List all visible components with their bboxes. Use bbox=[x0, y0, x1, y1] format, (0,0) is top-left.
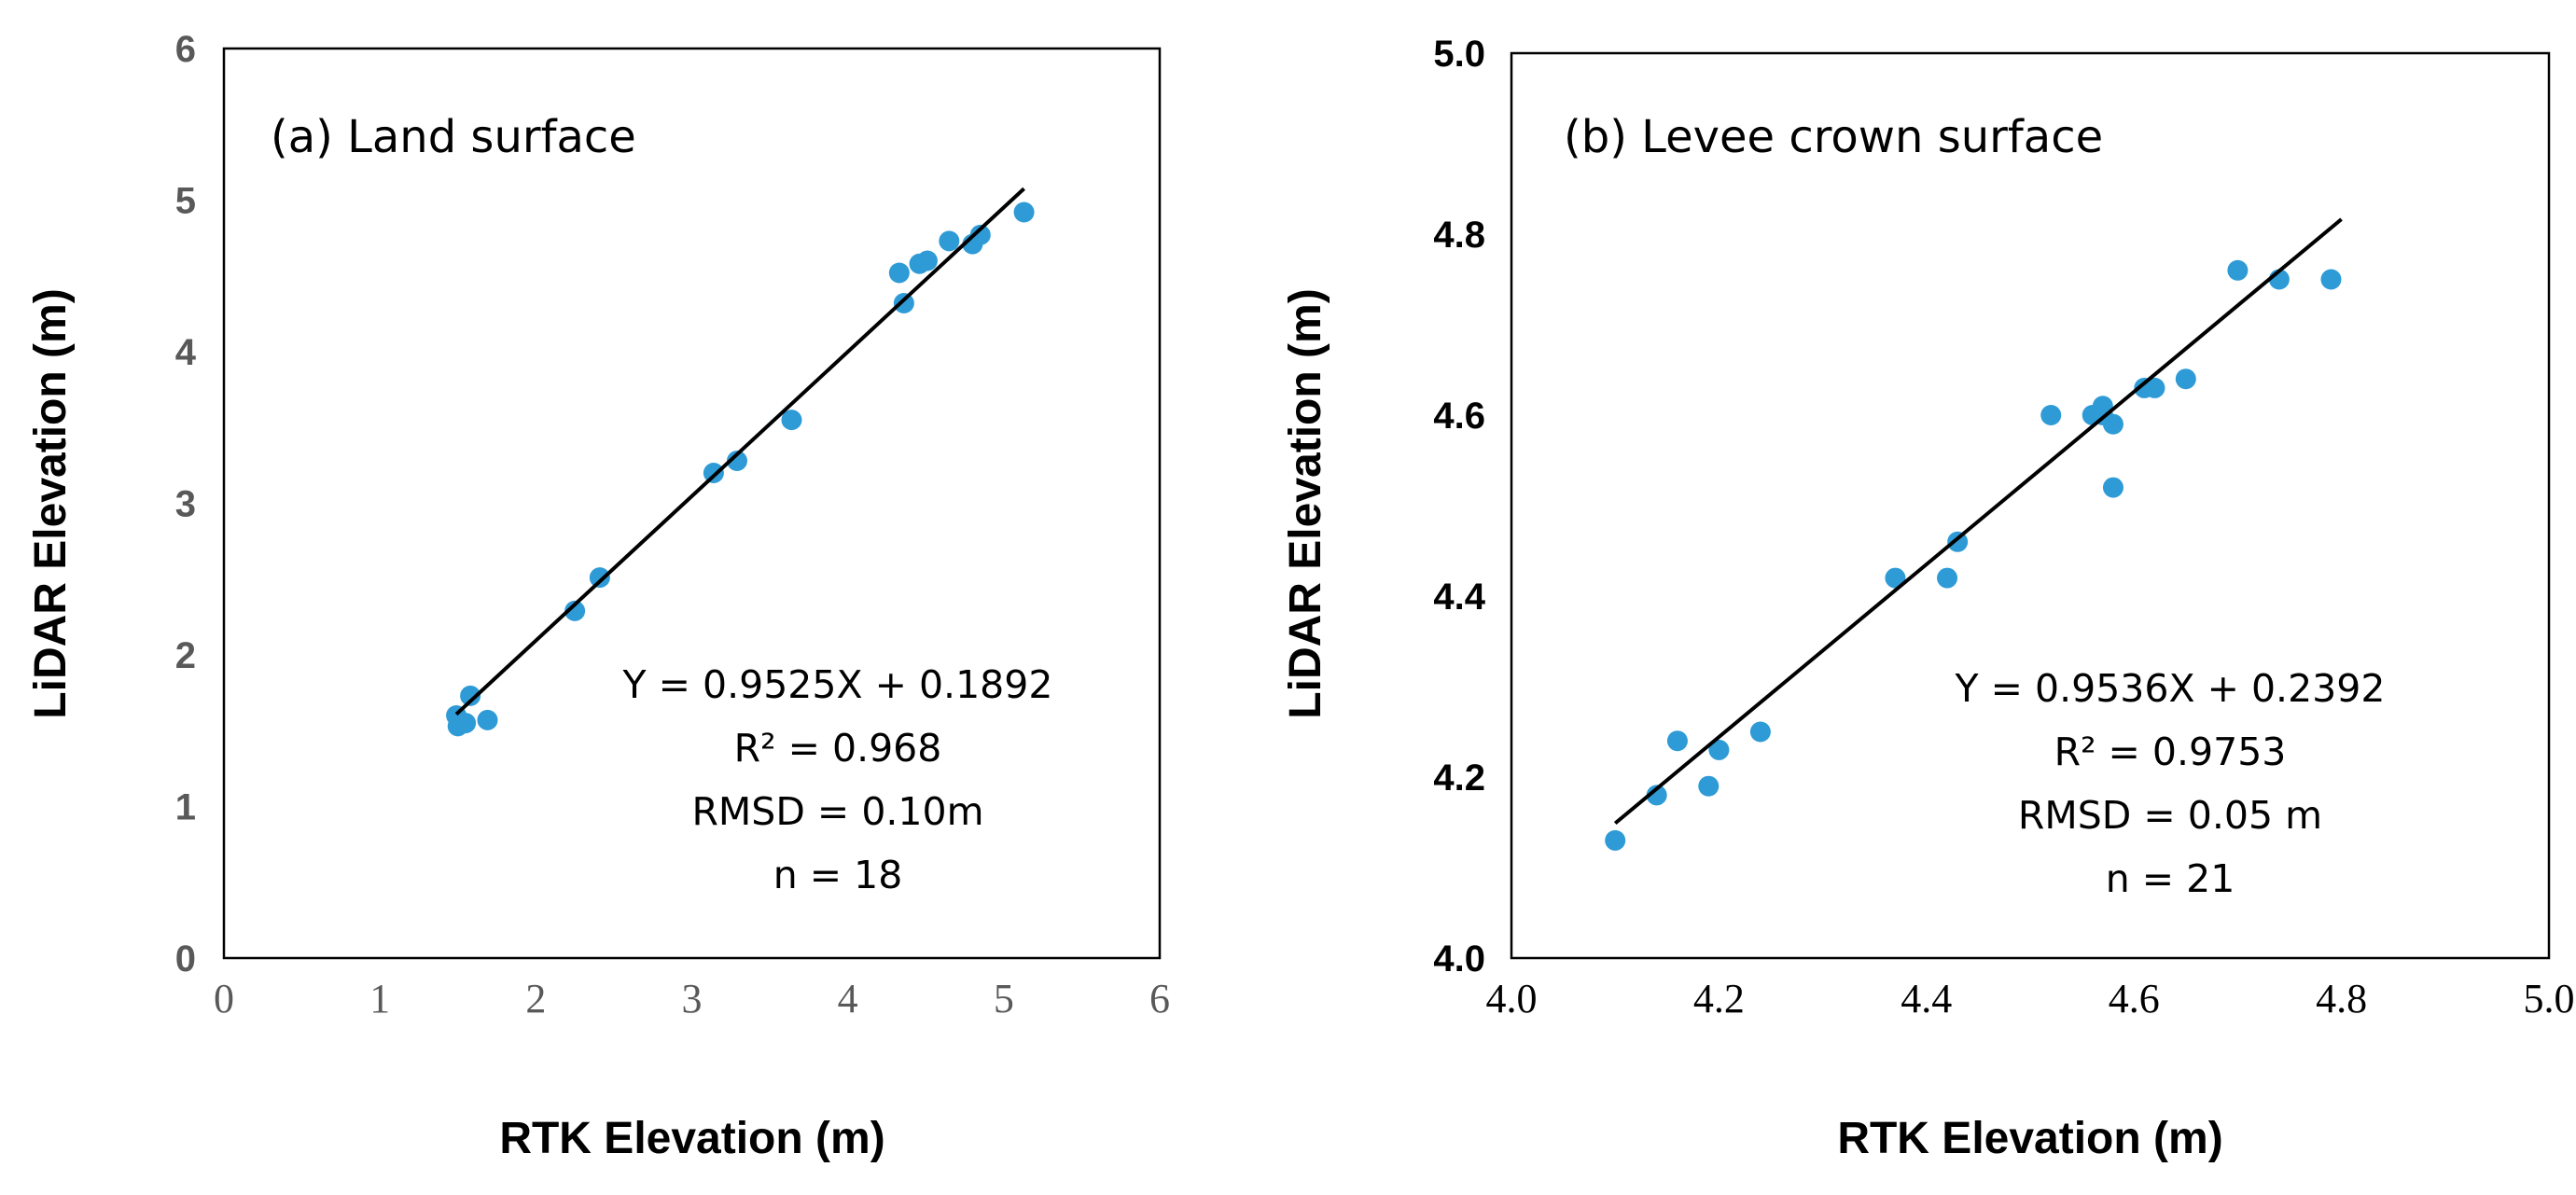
y-tick-label-a: 3 bbox=[175, 484, 196, 525]
x-tick-label-a: 0 bbox=[214, 976, 234, 1021]
x-axis-title-b: RTK Elevation (m) bbox=[1837, 1114, 2222, 1163]
plot-area-frame-b bbox=[1510, 51, 2551, 960]
panel-b: (b) Levee crown surface 4.0 4.2 4.4 4.6 4.8 5… bbox=[1281, 34, 2575, 1163]
data-point-b bbox=[1885, 567, 1906, 589]
data-point-b bbox=[1947, 531, 1969, 552]
data-point-b bbox=[2175, 368, 2196, 390]
regression-equation-b: Y = 0.9536X + 0.2392 bbox=[1955, 666, 2386, 711]
x-tick-label-b: 4.8 bbox=[2316, 976, 2367, 1021]
data-point-a bbox=[969, 224, 991, 245]
data-point-a bbox=[477, 709, 498, 730]
y-tick-label-a: 4 bbox=[175, 332, 197, 373]
data-point-a bbox=[703, 463, 724, 483]
regression-line-b bbox=[1613, 217, 2343, 826]
data-point-a bbox=[589, 567, 610, 589]
data-point-b bbox=[2102, 413, 2123, 435]
r-squared-b: R² = 0.9753 bbox=[2054, 730, 2287, 774]
data-point-b bbox=[1666, 730, 1688, 752]
y-tick-label-b: 4.4 bbox=[1433, 577, 1485, 618]
x-axis-title-a: RTK Elevation (m) bbox=[499, 1114, 884, 1163]
data-point-a bbox=[564, 600, 586, 621]
x-tick-label-b: 5.0 bbox=[2524, 976, 2575, 1021]
y-tick-label-a: 6 bbox=[175, 29, 196, 70]
y-tick-label-a: 2 bbox=[175, 635, 196, 676]
stats-box-a: Y = 0.9525X + 0.1892 R² = 0.968 RMSD = 0… bbox=[622, 662, 1053, 897]
data-point-a bbox=[781, 410, 802, 431]
x-tick-label-b: 4.6 bbox=[2109, 976, 2160, 1021]
sample-count-b: n = 21 bbox=[2106, 856, 2235, 901]
y-axis-title-b: LiDAR Elevation (m) bbox=[1281, 288, 1330, 718]
regression-equation-a: Y = 0.9525X + 0.1892 bbox=[622, 662, 1053, 707]
x-tick-label-a: 1 bbox=[369, 976, 390, 1021]
plot-area-frame-a bbox=[222, 47, 1162, 960]
regression-line-a bbox=[454, 187, 1025, 716]
x-tick-label-b: 4.0 bbox=[1486, 976, 1538, 1021]
data-point-b bbox=[1646, 785, 1667, 806]
data-point-a bbox=[726, 451, 747, 471]
data-point-a bbox=[1013, 201, 1035, 223]
data-point-a bbox=[939, 230, 960, 252]
data-point-a bbox=[455, 713, 477, 734]
stats-box-b: Y = 0.9536X + 0.2392 R² = 0.9753 RMSD = … bbox=[1955, 666, 2386, 901]
data-point-a bbox=[888, 262, 910, 284]
x-tick-label-b: 4.4 bbox=[1901, 976, 1952, 1021]
y-axis-title-a: LiDAR Elevation (m) bbox=[26, 288, 76, 718]
y-tick-label-a: 5 bbox=[175, 181, 196, 222]
x-tick-label-a: 5 bbox=[994, 976, 1014, 1021]
data-point-b bbox=[2144, 377, 2165, 398]
x-tick-label-a: 3 bbox=[682, 976, 703, 1021]
data-point-b bbox=[1698, 775, 1720, 797]
rmsd-a: RMSD = 0.10m bbox=[691, 789, 983, 834]
data-point-b bbox=[1749, 721, 1771, 743]
y-tick-label-a: 1 bbox=[175, 787, 196, 828]
data-point-b bbox=[2320, 269, 2342, 290]
y-tick-label-b: 4.0 bbox=[1433, 938, 1485, 980]
data-point-b bbox=[1708, 739, 1730, 760]
y-tick-label-b: 5.0 bbox=[1433, 34, 1485, 75]
data-point-b bbox=[1937, 567, 1958, 589]
rmsd-b: RMSD = 0.05 m bbox=[2018, 793, 2322, 838]
y-tick-label-b: 4.6 bbox=[1433, 396, 1485, 437]
x-tick-label-b: 4.2 bbox=[1693, 976, 1745, 1021]
x-tick-label-a: 2 bbox=[525, 976, 546, 1021]
panel-label-b: (b) Levee crown surface bbox=[1564, 111, 2103, 163]
y-tick-label-a: 0 bbox=[175, 938, 196, 980]
x-tick-label-a: 6 bbox=[1149, 976, 1170, 1021]
data-point-a bbox=[460, 685, 481, 706]
data-point-b bbox=[2040, 405, 2062, 425]
data-point-b bbox=[2227, 259, 2249, 281]
y-tick-label-b: 4.8 bbox=[1433, 215, 1485, 256]
r-squared-a: R² = 0.968 bbox=[734, 726, 942, 771]
x-tick-label-a: 4 bbox=[838, 976, 858, 1021]
panel-label-a: (a) Land surface bbox=[271, 111, 636, 163]
sample-count-a: n = 18 bbox=[773, 853, 903, 897]
data-point-b bbox=[2102, 477, 2123, 498]
data-point-a bbox=[893, 293, 914, 313]
panel-a: (a) Land surface 0 1 2 3 4 5 6 0 1 2 3 4 5 6 Y = 0.9… bbox=[26, 29, 1170, 1163]
y-tick-label-b: 4.2 bbox=[1433, 757, 1485, 799]
data-point-a bbox=[916, 250, 938, 271]
data-point-b bbox=[1605, 829, 1626, 851]
